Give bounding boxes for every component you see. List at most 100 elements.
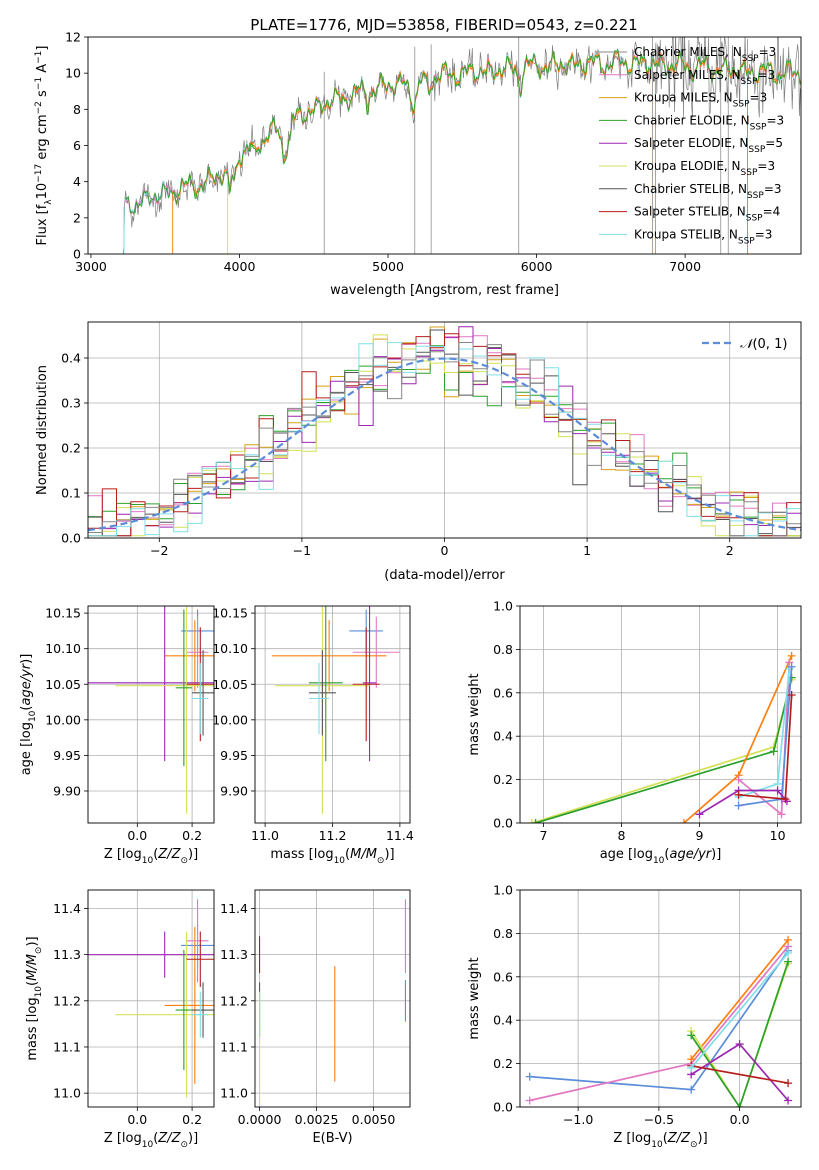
y-tick-label: 9.95 xyxy=(220,748,248,763)
x-tick-label: −1 xyxy=(293,543,311,558)
x-tick-label: 2 xyxy=(726,543,734,558)
axes-spectrum: 3000 4000 5000 6000 7000 0 2 4 6 8 10 12 wavelength … xyxy=(34,30,802,298)
legend-entry: Kroupa STELIB, NSSP=3 xyxy=(634,227,772,246)
axes-mass_vs_Z: 0.0 0.2 11.0 11.1 11.2 11.3 11.4 Z [log10(Z/Z⊙)… xyxy=(25,889,215,1150)
axes-frame xyxy=(87,321,802,539)
x-axis-label: (data-model)/error xyxy=(384,568,505,583)
x-tick-label: 3000 xyxy=(75,259,107,274)
y-tick-label: 8 xyxy=(73,102,81,117)
weight-marker xyxy=(734,801,743,810)
normal-curve xyxy=(88,357,801,532)
y-tick-label: 0.4 xyxy=(493,729,513,744)
y-tick-label: 9.90 xyxy=(53,783,81,798)
y-axis-label: mass [log10(M/M⊙)] xyxy=(25,936,44,1060)
plot-content xyxy=(271,606,400,814)
axes-residuals: −2 −1 0 1 2 0.0 0.1 0.2 0.3 0.4 (data-model)/error… xyxy=(35,321,802,583)
legend-entry: Salpeter MILES, NSSP=3 xyxy=(634,68,775,87)
x-tick-label: 0.2 xyxy=(182,1112,202,1127)
y-tick-label: 0.0 xyxy=(493,816,513,831)
x-tick-label: 6000 xyxy=(521,259,553,274)
weight-marker xyxy=(735,1103,744,1107)
weight-marker xyxy=(773,786,782,795)
y-tick-label: 10.10 xyxy=(45,641,81,656)
x-tick-label: 0.0 xyxy=(730,1112,750,1127)
weight-marker xyxy=(679,819,688,823)
y-tick-label: 0.0 xyxy=(61,531,81,546)
y-tick-label: 11.4 xyxy=(53,901,81,916)
x-tick-label: −1.0 xyxy=(563,1112,593,1127)
histogram-step xyxy=(88,342,801,537)
x-tick-label: 0.2 xyxy=(182,828,202,843)
weight-line xyxy=(699,789,788,816)
legend-entry: Salpeter ELODIE, NSSP=5 xyxy=(634,136,783,155)
y-tick-label: 11.0 xyxy=(220,1086,248,1101)
plot-area xyxy=(88,606,214,823)
axes-frame xyxy=(87,605,215,824)
y-tick-label: 0 xyxy=(73,247,81,262)
y-tick-label: 11.4 xyxy=(220,901,248,916)
y-tick-label: 11.1 xyxy=(220,1039,248,1054)
weight-marker xyxy=(525,1072,534,1081)
y-tick-label: 0.8 xyxy=(493,926,513,941)
weight-marker xyxy=(734,790,743,799)
x-tick-label: 0 xyxy=(441,543,449,558)
x-axis-label: Z [log10(Z/Z⊙)] xyxy=(104,847,198,866)
weight-marker xyxy=(787,662,796,671)
weight-marker xyxy=(781,795,790,804)
y-tick-label: 0.2 xyxy=(61,441,81,456)
legend-entry: 𝒩(0, 1) xyxy=(740,337,787,352)
x-tick-label: 7 xyxy=(539,828,547,843)
y-tick-label: 11.2 xyxy=(53,993,81,1008)
y-tick-label: 0.0 xyxy=(493,1100,513,1115)
axes-frame xyxy=(254,605,411,824)
x-tick-label: 5000 xyxy=(372,259,404,274)
x-tick-label: 9 xyxy=(696,828,704,843)
x-axis-label: E(B-V) xyxy=(312,1131,352,1146)
y-tick-label: 0.2 xyxy=(493,1056,513,1071)
x-tick-label: 1 xyxy=(583,543,591,558)
x-tick-label: 11.2 xyxy=(319,828,347,843)
x-tick-label: −2 xyxy=(150,543,168,558)
weight-marker xyxy=(687,1085,696,1094)
weight-marker xyxy=(784,948,793,957)
x-tick-label: 11.0 xyxy=(251,828,279,843)
x-axis-label: Z [log10(Z/Z⊙)] xyxy=(104,1131,198,1150)
plot-area xyxy=(520,890,801,1107)
x-tick-label: 8 xyxy=(617,828,625,843)
x-tick-label: 7000 xyxy=(669,259,701,274)
y-tick-label: 10.00 xyxy=(212,712,248,727)
weight-marker xyxy=(734,775,743,784)
plot-area xyxy=(520,606,801,823)
y-tick-label: 2 xyxy=(73,210,81,225)
x-tick-label: 11.4 xyxy=(386,828,414,843)
y-tick-label: 10.05 xyxy=(45,677,81,692)
plot-content xyxy=(122,37,801,254)
y-tick-label: 10.10 xyxy=(212,641,248,656)
histogram-step xyxy=(88,334,801,537)
weight-marker xyxy=(784,935,793,944)
axes-age_vs_mass: 11.0 11.2 11.4 9.90 9.95 10.00 10.05 10.10 10.15… xyxy=(212,605,414,866)
spectrum-model-line xyxy=(124,48,801,215)
legend-entry: Chabrier STELIB, NSSP=3 xyxy=(634,182,782,201)
weight-marker xyxy=(784,957,793,966)
y-tick-label: 0.6 xyxy=(493,969,513,984)
axes-age_vs_Z: 0.0 0.2 9.90 9.95 10.00 10.05 10.10 10.15 Z [log… xyxy=(19,605,215,866)
y-tick-label: 11.1 xyxy=(53,1039,81,1054)
plot-content xyxy=(525,935,793,1107)
plot-area xyxy=(88,890,214,1107)
weight-line xyxy=(690,939,789,1060)
y-tick-label: 10.15 xyxy=(45,606,81,621)
axes-frame xyxy=(254,889,411,1108)
figure-title: PLATE=1776, MJD=53858, FIBERID=0543, z=0… xyxy=(250,16,637,34)
weight-line xyxy=(691,1064,789,1084)
x-tick-label: 0.0 xyxy=(127,1112,147,1127)
weight-marker xyxy=(687,1063,696,1072)
plot-area xyxy=(88,37,801,254)
axes-frame xyxy=(519,605,802,824)
y-tick-label: 1.0 xyxy=(493,883,513,898)
weight-marker xyxy=(735,1040,744,1049)
y-tick-label: 11.3 xyxy=(53,947,81,962)
y-tick-label: 0.6 xyxy=(493,685,513,700)
plot-content xyxy=(88,899,214,1098)
y-tick-label: 10 xyxy=(65,66,81,81)
